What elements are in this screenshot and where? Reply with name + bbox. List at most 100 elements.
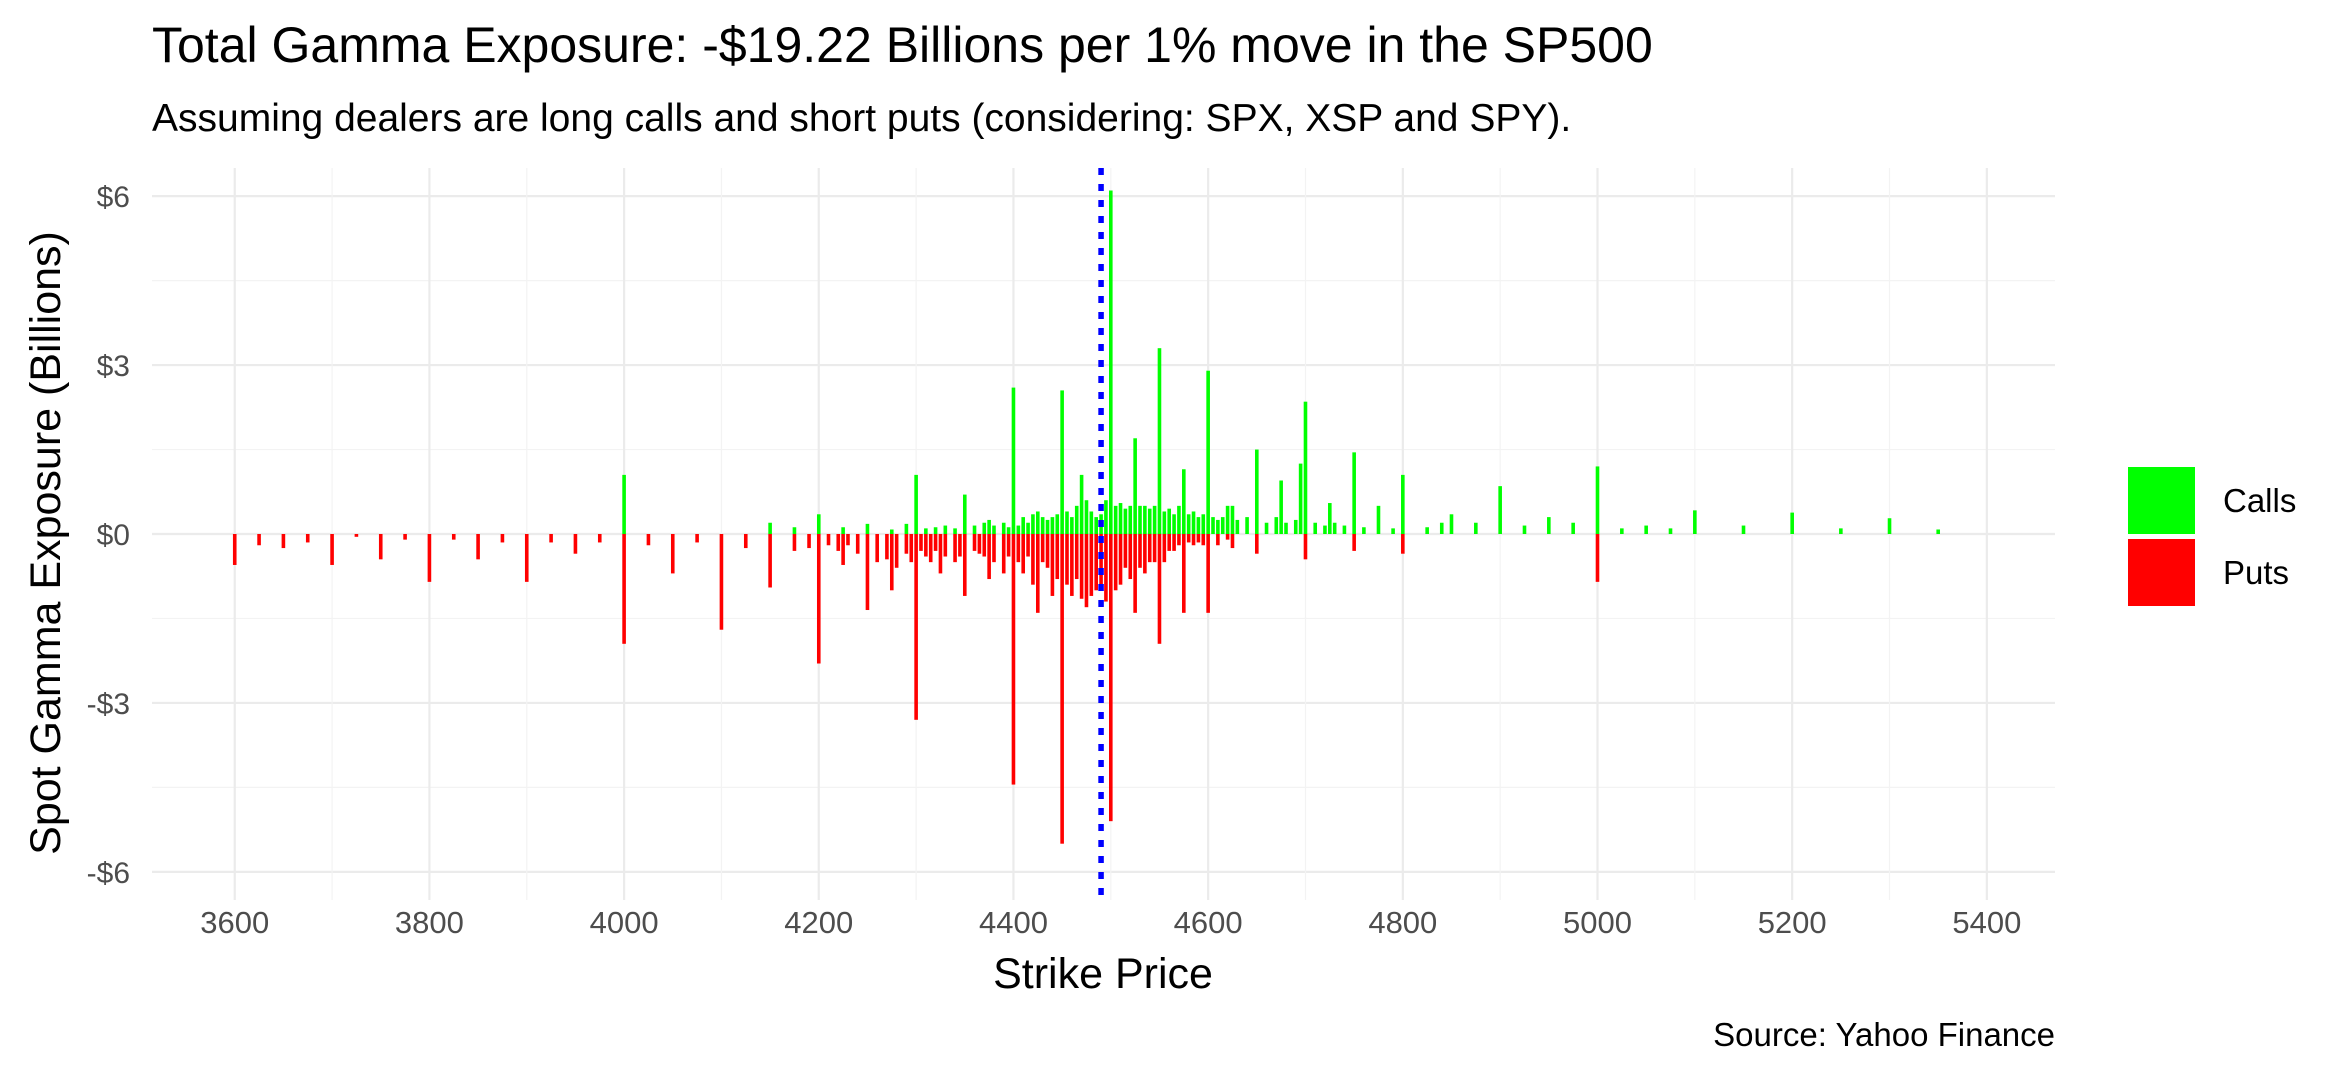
puts-bar <box>982 534 987 557</box>
calls-bar <box>889 529 894 534</box>
calls-bar <box>1498 486 1502 534</box>
puts-bar <box>987 534 991 580</box>
grid <box>152 168 2055 900</box>
puts-bar <box>743 534 748 549</box>
x-tick-label: 5200 <box>1758 905 1827 940</box>
legend: Calls Puts <box>2128 467 2296 606</box>
puts-bar <box>958 534 962 557</box>
x-tick-label: 4800 <box>1368 905 1437 940</box>
calls-bar <box>1741 525 1746 534</box>
calls-bar <box>1401 474 1405 534</box>
puts-bar <box>855 534 860 554</box>
puts-bar <box>1113 534 1118 591</box>
puts-bar <box>597 534 602 543</box>
calls-bar <box>1439 522 1444 534</box>
calls-bar <box>1303 401 1308 534</box>
puts-bar <box>646 534 651 546</box>
puts-bar <box>889 534 894 591</box>
calls-bar <box>943 525 948 534</box>
y-tick-label: $6 <box>97 181 130 214</box>
calls-bar <box>1693 510 1697 534</box>
calls-bar <box>1298 463 1303 534</box>
puts-bar <box>670 534 675 574</box>
calls-bar <box>1230 505 1235 534</box>
puts-bar <box>919 534 923 551</box>
calls-bar <box>1425 527 1429 534</box>
puts-bar <box>500 534 505 543</box>
puts-bar <box>1303 534 1308 560</box>
puts-bar <box>1167 534 1172 551</box>
y-tick-label: -$3 <box>87 688 130 721</box>
calls-bar <box>992 525 996 534</box>
puts-bar <box>909 534 914 563</box>
calls-bar <box>924 528 928 534</box>
calls-bar <box>1016 525 1021 534</box>
puts-bar <box>1225 534 1230 540</box>
calls-bar <box>1279 480 1283 534</box>
calls-bar <box>1172 514 1176 534</box>
y-tick-label: -$6 <box>87 857 130 890</box>
puts-bar <box>427 534 432 582</box>
x-tick-label: 4000 <box>590 905 659 940</box>
puts-bar <box>1031 534 1035 585</box>
puts-bar <box>1006 534 1011 557</box>
puts-bar <box>1162 534 1167 563</box>
puts-bar <box>257 534 261 546</box>
calls-bar <box>1474 522 1478 534</box>
calls-bar <box>1220 517 1225 534</box>
calls-bar <box>987 519 991 534</box>
calls-bar <box>1031 514 1035 534</box>
puts-bar <box>378 534 383 560</box>
calls-bar <box>816 514 821 534</box>
puts-bar <box>1070 534 1074 596</box>
x-tick-label: 3600 <box>200 905 269 940</box>
calls-bar <box>1362 527 1366 534</box>
puts-bar <box>1157 534 1162 644</box>
calls-bar <box>1391 528 1395 534</box>
puts-bar <box>928 534 933 563</box>
calls-bar <box>1026 522 1030 534</box>
puts-bar <box>524 534 529 582</box>
puts-bar <box>549 534 553 543</box>
puts-bar <box>826 534 831 546</box>
puts-bar <box>841 534 845 565</box>
calls-bar <box>1206 370 1210 534</box>
puts-bar <box>1001 534 1006 574</box>
puts-bar <box>1123 534 1128 568</box>
calls-bar <box>1147 508 1152 534</box>
puts-bar <box>1255 534 1259 554</box>
puts-bar <box>904 534 909 554</box>
puts-bar <box>1089 534 1094 596</box>
puts-bar <box>1206 534 1210 613</box>
calls-bar <box>1123 508 1128 534</box>
calls-bar <box>1235 519 1240 534</box>
calls-bar <box>1084 500 1089 534</box>
puts-bar <box>992 534 996 563</box>
calls-bar <box>1079 474 1084 534</box>
puts-bar <box>1152 534 1157 563</box>
calls-bar <box>1138 505 1142 534</box>
puts-bar <box>330 534 334 565</box>
puts-bar <box>792 534 797 551</box>
puts-bar <box>281 534 286 549</box>
calls-bar <box>1040 517 1045 534</box>
calls-bar <box>1133 438 1137 534</box>
puts-bar <box>1050 534 1055 596</box>
calls-bar <box>841 527 845 534</box>
puts-bar <box>354 534 359 537</box>
calls-bar <box>1376 505 1381 534</box>
puts-bar <box>305 534 310 543</box>
calls-bar <box>1055 514 1060 534</box>
x-tick-label: 3800 <box>395 905 464 940</box>
calls-bar <box>1006 527 1011 534</box>
puts-bar <box>1016 534 1021 563</box>
calls-bar <box>1060 390 1064 534</box>
x-axis-label: Strike Price <box>993 950 1213 998</box>
x-tick-label: 5400 <box>1952 905 2021 940</box>
calls-bar <box>1274 517 1279 534</box>
puts-bar <box>451 534 456 540</box>
calls-bar <box>1449 514 1454 534</box>
puts-bar <box>1065 534 1069 585</box>
puts-bar <box>768 534 772 588</box>
calls-bar <box>1201 514 1206 534</box>
